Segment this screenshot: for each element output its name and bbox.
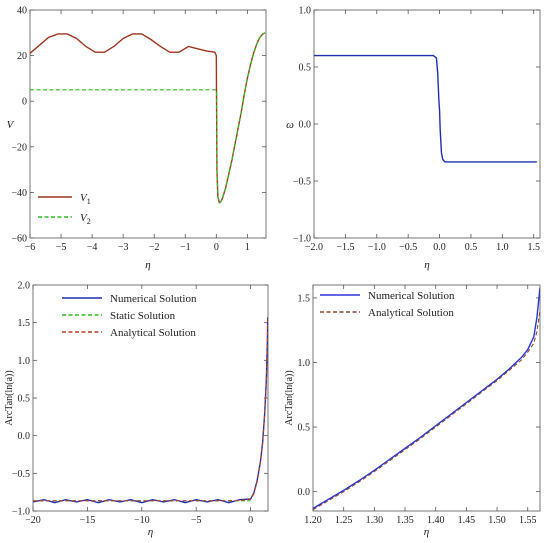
series-line-1 — [313, 287, 540, 510]
y-axis-label: V — [7, 119, 15, 131]
legend-entry: Static Solution — [110, 310, 176, 322]
y-axis-label: ω — [286, 119, 294, 131]
x-axis-label: η — [424, 526, 429, 538]
chart-panel-2: −2.0 −1.5 −1.0 −0.5 0.0 0.5 1.0 1.5 −1.0 −0.5 0.0 0… — [286, 6, 541, 271]
y-tick-label: −20 — [11, 142, 27, 153]
legend-entry: Analytical Solution — [368, 307, 454, 319]
y-axis-label: ArcTan(ln(a)) — [4, 370, 15, 425]
x-tick-label: −2 — [149, 242, 160, 253]
x-tick-label: −1.5 — [336, 242, 354, 253]
plot-frame — [313, 9, 541, 239]
x-tick-label: −15 — [80, 515, 96, 526]
x-tick-label: −6 — [25, 242, 36, 253]
y-tick-label: 0.0 — [299, 120, 312, 131]
x-tick-label: 0 — [248, 515, 253, 526]
x-tick-label: 1.55 — [519, 515, 537, 526]
series-line-1 — [314, 54, 537, 163]
x-tick-label: −5 — [56, 242, 67, 253]
plot-frame — [312, 284, 541, 512]
y-tick-label: 1.0 — [18, 356, 31, 367]
series-line-1 — [33, 317, 268, 504]
legend-entry: V1 — [80, 192, 91, 206]
y-tick-label: 0.5 — [298, 423, 311, 434]
legend-entry: Analytical Solution — [110, 327, 196, 339]
series-line-3 — [33, 318, 268, 502]
x-tick-label: 0.0 — [433, 242, 446, 253]
x-tick-label: −1.0 — [368, 242, 386, 253]
y-tick-label: 1.5 — [298, 293, 311, 304]
y-tick-label: −40 — [11, 188, 27, 199]
x-tick-label: 1.40 — [427, 515, 445, 526]
y-tick-label: 2.0 — [18, 281, 31, 292]
legend: Numerical Solution Static Solution Analyti… — [62, 293, 197, 339]
x-tick-label: −4 — [87, 242, 98, 253]
y-tick-label: 0.5 — [299, 63, 312, 74]
y-tick-label: 0.0 — [298, 487, 311, 498]
x-tick-label: 0.5 — [465, 242, 478, 253]
x-tick-label: 1.25 — [335, 515, 353, 526]
legend-entry: Numerical Solution — [110, 293, 197, 305]
x-axis-label: η — [145, 259, 150, 271]
x-tick-label: 1 — [245, 242, 250, 253]
y-tick-label: 0.0 — [18, 431, 31, 442]
y-tick-label: −0.5 — [293, 177, 311, 188]
x-tick-label: 1.20 — [304, 515, 322, 526]
plot-frame — [29, 9, 267, 239]
x-tick-label: 1.35 — [396, 515, 414, 526]
chart-panel-3: −20 −15 −10 −5 0 −1.0 −0.5 0.0 0.5 1.0 1.5 2.0 η ArcT… — [4, 281, 269, 538]
series-line-2 — [313, 310, 540, 511]
x-tick-label: 1.0 — [496, 242, 509, 253]
series-line-1 — [30, 32, 266, 204]
x-tick-label: −5 — [191, 515, 202, 526]
y-tick-label: 1.5 — [18, 318, 31, 329]
legend-entry: Numerical Solution — [368, 290, 455, 302]
x-axis-label: η — [424, 259, 429, 271]
x-axis-label: η — [148, 526, 153, 538]
y-tick-label: 1.0 — [298, 358, 311, 369]
y-tick-label: 20 — [17, 51, 27, 62]
x-tick-label: −20 — [25, 515, 41, 526]
y-tick-label: 0 — [22, 97, 27, 108]
x-tick-label: −2.0 — [305, 242, 323, 253]
y-tick-label: −1.0 — [293, 234, 311, 245]
chart-panel-4: 1.20 1.25 1.30 1.35 1.40 1.45 1.50 1.55 0.0 0.5 1.… — [284, 284, 541, 538]
x-tick-label: −3 — [118, 242, 129, 253]
y-tick-label: 40 — [17, 6, 27, 17]
legend: Numerical Solution Analytical Solution — [320, 290, 455, 319]
x-tick-label: 1.45 — [458, 515, 476, 526]
x-tick-label: 0 — [214, 242, 219, 253]
legend-entry: V2 — [80, 212, 91, 226]
series-line-2 — [30, 32, 266, 204]
y-tick-label: −60 — [11, 234, 27, 245]
x-tick-label: −1 — [180, 242, 191, 253]
x-tick-label: −10 — [134, 515, 150, 526]
x-tick-label: 1.50 — [488, 515, 506, 526]
y-tick-label: 1.0 — [299, 6, 312, 17]
x-tick-label: 1.5 — [527, 242, 540, 253]
y-tick-label: −0.5 — [12, 469, 30, 480]
y-axis-label: ArcTan(ln(a)) — [284, 370, 295, 425]
x-tick-label: 1.30 — [366, 515, 384, 526]
y-tick-label: 0.5 — [18, 394, 31, 405]
x-tick-label: −0.5 — [399, 242, 417, 253]
y-tick-label: −1.0 — [12, 507, 30, 518]
